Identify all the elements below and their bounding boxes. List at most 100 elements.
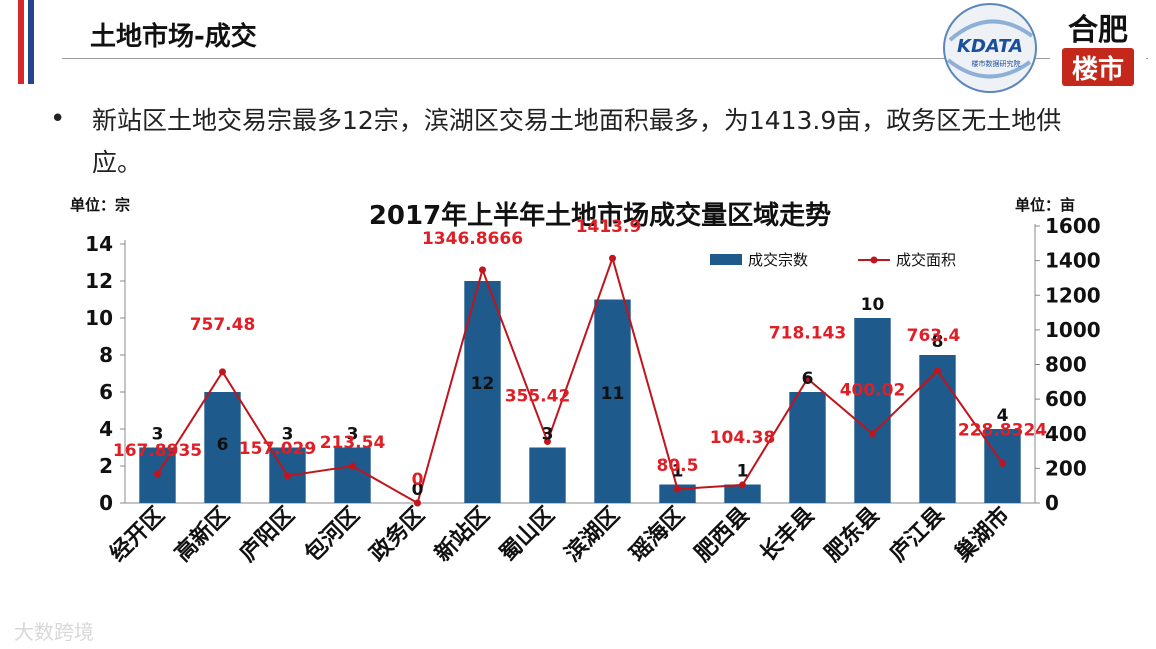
bar-value-label: 6: [217, 435, 229, 455]
summary-text: 新站区土地交易宗最多12宗，滨湖区交易土地面积最多，为1413.9亩，政务区无土…: [92, 106, 1062, 177]
line-value-label: 757.48: [190, 315, 256, 335]
hefei-logo-bottom: 楼市: [1072, 54, 1124, 85]
line-point: [544, 437, 551, 445]
left-tick-label: 0: [99, 491, 113, 515]
bar-成交宗数: [594, 299, 631, 503]
bar-value-label: 3: [282, 425, 294, 445]
right-tick-label: 1000: [1045, 318, 1101, 342]
bar-value-label: 1: [672, 462, 684, 482]
line-成交面积: [156, 254, 1004, 505]
category-label: 蜀山区: [495, 503, 559, 567]
line-value-label: 157.029: [239, 439, 316, 459]
legend-label-bar: 成交宗数: [748, 251, 808, 269]
line-value-label: 228.8324: [958, 420, 1047, 440]
line-point: [479, 266, 486, 274]
slide-title: 土地市场-成交: [90, 22, 257, 52]
right-axis-unit: 单位：亩: [1015, 196, 1075, 214]
left-tick-label: 14: [85, 232, 113, 256]
line-point: [349, 462, 356, 470]
right-tick-label: 600: [1045, 387, 1087, 411]
right-tick-label: 1200: [1045, 283, 1101, 307]
right-tick-label: 1400: [1045, 249, 1101, 273]
bar-value-label: 8: [932, 332, 944, 352]
right-tick-label: 0: [1045, 491, 1059, 515]
bar-value-label: 4: [997, 406, 1009, 426]
line-point: [154, 470, 161, 478]
chart-title: 2017年上半年土地市场成交量区域走势: [369, 200, 831, 231]
left-tick-label: 2: [99, 454, 113, 478]
legend-swatch-bar: [710, 254, 742, 265]
right-tick-label: 1600: [1045, 214, 1101, 238]
category-label: 政务区: [365, 502, 430, 567]
hefei-loushi-logo: 合肥 楼市: [1050, 4, 1146, 96]
bar-value-label: 0: [412, 480, 424, 500]
line-value-label: 1346.8666: [422, 229, 523, 249]
category-label: 滨湖区: [560, 502, 625, 567]
watermark: 大数跨境: [14, 620, 94, 644]
bar-成交宗数: [204, 392, 241, 503]
line-value-label: 213.54: [320, 433, 386, 453]
line-value-label: 763.4: [907, 326, 961, 346]
line-point: [674, 485, 681, 493]
category-label: 包河区: [300, 502, 365, 567]
kdata-logo-text: KDATA: [957, 36, 1023, 57]
bar-成交宗数: [919, 355, 956, 503]
land-market-chart: 2017年上半年土地市场成交量区域走势 单位：宗 单位：亩 0246810121…: [70, 196, 1101, 568]
bar-value-label: 3: [347, 425, 359, 445]
category-label: 庐江县: [885, 502, 950, 567]
bar-成交宗数: [334, 447, 371, 503]
bar-value-label: 3: [152, 425, 164, 445]
bar-value-label: 1: [737, 462, 749, 482]
line-point: [869, 430, 876, 438]
accent-bar-red: [18, 0, 24, 84]
bar-value-label: 3: [542, 425, 554, 445]
right-tick-label: 200: [1045, 456, 1087, 480]
line-series: [154, 254, 1006, 507]
line-value-label: 0: [412, 470, 424, 490]
line-point: [414, 499, 421, 507]
bar-value-label: 12: [471, 374, 495, 394]
category-label: 肥东县: [820, 502, 885, 567]
bar-成交宗数: [854, 318, 891, 503]
kdata-logo: KDATA 楼市数据研究院: [943, 3, 1037, 93]
line-point: [219, 368, 226, 376]
legend-label-line: 成交面积: [896, 251, 956, 269]
line-point: [999, 459, 1006, 467]
accent-bar-blue: [28, 0, 34, 84]
right-tick-label: 800: [1045, 353, 1087, 377]
left-tick-label: 8: [99, 343, 113, 367]
category-label: 新站区: [430, 502, 495, 567]
line-value-label: 400.02: [840, 381, 906, 401]
category-label: 肥西县: [690, 503, 754, 567]
line-point: [934, 367, 941, 375]
line-value-label: 718.143: [769, 324, 846, 344]
category-label: 巢湖市: [949, 502, 1015, 568]
line-value-label: 355.42: [505, 386, 571, 406]
legend-swatch-point: [870, 256, 878, 264]
bar-成交宗数: [789, 392, 826, 503]
line-point: [284, 472, 291, 480]
line-value-label: 104.38: [710, 428, 776, 448]
line-point: [609, 254, 616, 262]
line-value-label: 1413.9: [576, 217, 642, 237]
bar-value-label: 10: [861, 295, 885, 315]
category-label: 庐阳区: [235, 502, 300, 567]
bar-value-label: 6: [802, 369, 814, 389]
bar-成交宗数: [464, 281, 501, 503]
left-tick-label: 6: [99, 380, 113, 404]
bar-成交宗数: [529, 447, 566, 503]
left-tick-label: 10: [85, 306, 113, 330]
left-tick-label: 12: [85, 269, 113, 293]
title-divider: [62, 58, 1148, 59]
chart-legend: 成交宗数 成交面积: [710, 251, 956, 269]
line-point: [739, 481, 746, 489]
left-tick-label: 4: [99, 417, 113, 441]
kdata-logo-subtext: 楼市数据研究院: [972, 59, 1021, 68]
bar-value-label: 11: [601, 384, 625, 404]
bullet-marker: •: [50, 104, 66, 134]
category-label: 高新区: [170, 502, 235, 567]
category-label: 瑶海区: [625, 502, 690, 567]
line-point: [804, 375, 811, 383]
left-axis-unit: 单位：宗: [70, 196, 130, 214]
